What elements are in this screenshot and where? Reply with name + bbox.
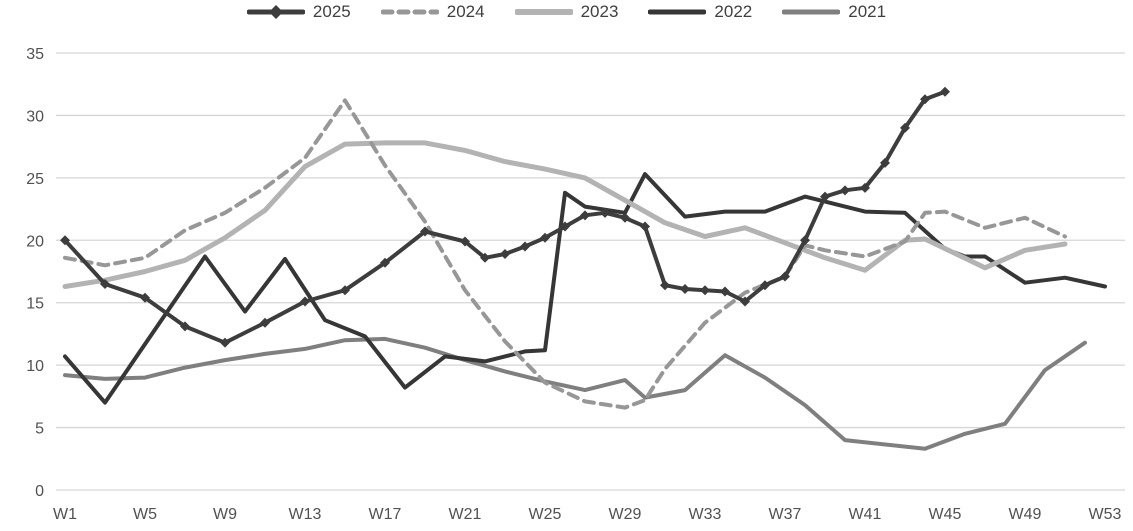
x-tick-label: W29: [609, 506, 642, 523]
series-marker-2025: [840, 185, 850, 196]
y-tick-label: 35: [26, 46, 44, 63]
legend-label-2021: 2021: [848, 2, 887, 21]
series-marker-2025: [580, 210, 590, 221]
series-marker-2025: [560, 221, 570, 232]
y-tick-label: 30: [26, 108, 44, 125]
x-tick-label: W13: [289, 506, 322, 523]
series-marker-2025: [820, 191, 830, 202]
series-marker-2025: [100, 278, 110, 289]
legend-item-2024: 2024: [380, 2, 485, 22]
legend-item-2023: 2023: [514, 2, 619, 22]
series-marker-2025: [380, 257, 390, 268]
legend-swatch-2021: [782, 9, 841, 15]
series-marker-2025: [720, 286, 730, 297]
y-tick-label: 15: [26, 296, 44, 313]
series-line-2023: [62, 140, 1068, 289]
legend-item-2025: 2025: [246, 2, 351, 22]
x-tick-label: W21: [449, 506, 482, 523]
x-tick-label: W41: [849, 506, 882, 523]
series-marker-2025: [140, 292, 150, 303]
series-marker-2025: [760, 280, 770, 291]
series-marker-2025: [600, 207, 610, 218]
y-tick-label: 5: [35, 421, 44, 438]
x-tick-label: W37: [769, 506, 802, 523]
legend-label-2022: 2022: [714, 2, 753, 21]
y-tick-label: 25: [26, 171, 44, 188]
x-tick-label: W33: [689, 506, 722, 523]
series-marker-2025: [500, 249, 510, 260]
legend-swatch-2022: [648, 9, 707, 15]
x-tick-label: W9: [213, 506, 237, 523]
y-tick-label: 0: [35, 483, 44, 500]
series-marker-2025: [640, 221, 650, 232]
series-marker-2025: [700, 285, 710, 296]
legend-swatch-2023: [514, 9, 573, 15]
series-line-2025: [63, 89, 947, 345]
series-line-2021: [63, 336, 1087, 451]
x-tick-label: W5: [133, 506, 157, 523]
x-tick-label: W17: [369, 506, 402, 523]
series-marker-2025: [420, 226, 430, 237]
series-marker-2025: [60, 235, 70, 246]
series-marker-2025: [340, 285, 350, 296]
series-marker-2025: [660, 280, 670, 291]
series-marker-2025: [220, 337, 230, 348]
series-marker-2025: [180, 321, 190, 332]
series-marker-2025: [460, 236, 470, 247]
series-marker-2025: [540, 232, 550, 243]
series-marker-2025: [920, 94, 930, 105]
series-line-2024: [63, 98, 1067, 410]
y-tick-label: 20: [26, 233, 44, 250]
legend-label-2024: 2024: [446, 2, 485, 21]
legend-label-2023: 2023: [580, 2, 619, 21]
y-tick-label: 10: [26, 358, 44, 375]
legend-item-2021: 2021: [782, 2, 886, 22]
legend-swatch-2025: [246, 5, 305, 19]
series-marker-2025: [740, 296, 750, 307]
x-tick-label: W25: [529, 506, 562, 523]
series-line-2022: [63, 172, 1107, 405]
chart-legend: 2025 2024 2023 2022 2021: [0, 2, 1133, 22]
series-marker-2025: [680, 283, 690, 294]
series-marker-2025: [260, 317, 270, 328]
series-marker-2025: [880, 157, 890, 168]
series-marker-2025: [800, 235, 810, 246]
legend-swatch-2024: [380, 9, 439, 15]
legend-label-2025: 2025: [312, 2, 351, 21]
series-marker-2025: [780, 271, 790, 282]
x-tick-label: W53: [1089, 506, 1122, 523]
series-marker-2025: [520, 241, 530, 252]
x-tick-label: W45: [929, 506, 962, 523]
series-marker-2025: [860, 182, 870, 193]
series-marker-2025: [900, 122, 910, 133]
series-marker-2025: [940, 86, 950, 97]
x-tick-label: W1: [53, 506, 77, 523]
series-marker-2025: [480, 252, 490, 263]
series-marker-2025: [620, 212, 630, 223]
series-marker-2025: [300, 296, 310, 307]
legend-item-2022: 2022: [648, 2, 752, 22]
x-tick-label: W49: [1009, 506, 1042, 523]
